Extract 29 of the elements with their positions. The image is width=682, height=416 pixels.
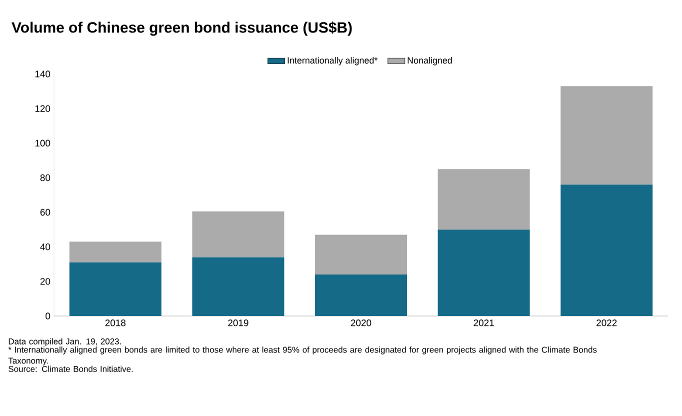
y-tick-label: 120 [35,105,50,112]
bar [560,184,653,316]
text: * Internationally aligned green bonds are limited to those where at least 95% of proceeds are designated for green projects aligned with the Climate Bonds Taxonomy. [8,346,597,366]
bar [69,262,162,316]
y-tick-label: 80 [40,174,50,182]
bar [438,230,530,316]
legend-label: Internationally aligned* [288,56,378,66]
bar [560,86,653,185]
x-tick-label: 2019 [228,320,248,326]
y-tick-label: 0 [46,312,50,320]
x-tick-label: 2018 [105,320,126,326]
bar [438,169,530,230]
y-tick-label: 20 [40,278,50,285]
bar [315,234,408,275]
legend-label: Nonaligned [408,56,452,66]
y-tick-label: 140 [35,70,50,78]
bar [69,242,162,262]
x-tick-label: 2022 [596,320,617,326]
x-tick-label: 2020 [350,320,372,326]
y-tick-label: 100 [35,140,50,146]
bar [315,274,408,316]
x-tick-label: 2021 [474,320,494,326]
bar [192,257,284,316]
bar [192,211,284,258]
text: Data compiled Jan. 19, 2023. [8,338,121,346]
y-tick-label: 60 [40,208,50,216]
chart-title: Volume of Chinese green bond issuance (US$B) [12,22,352,36]
y-tick-label: 40 [40,244,50,250]
source-note: Source: Climate Bonds Initiative. [8,366,133,372]
